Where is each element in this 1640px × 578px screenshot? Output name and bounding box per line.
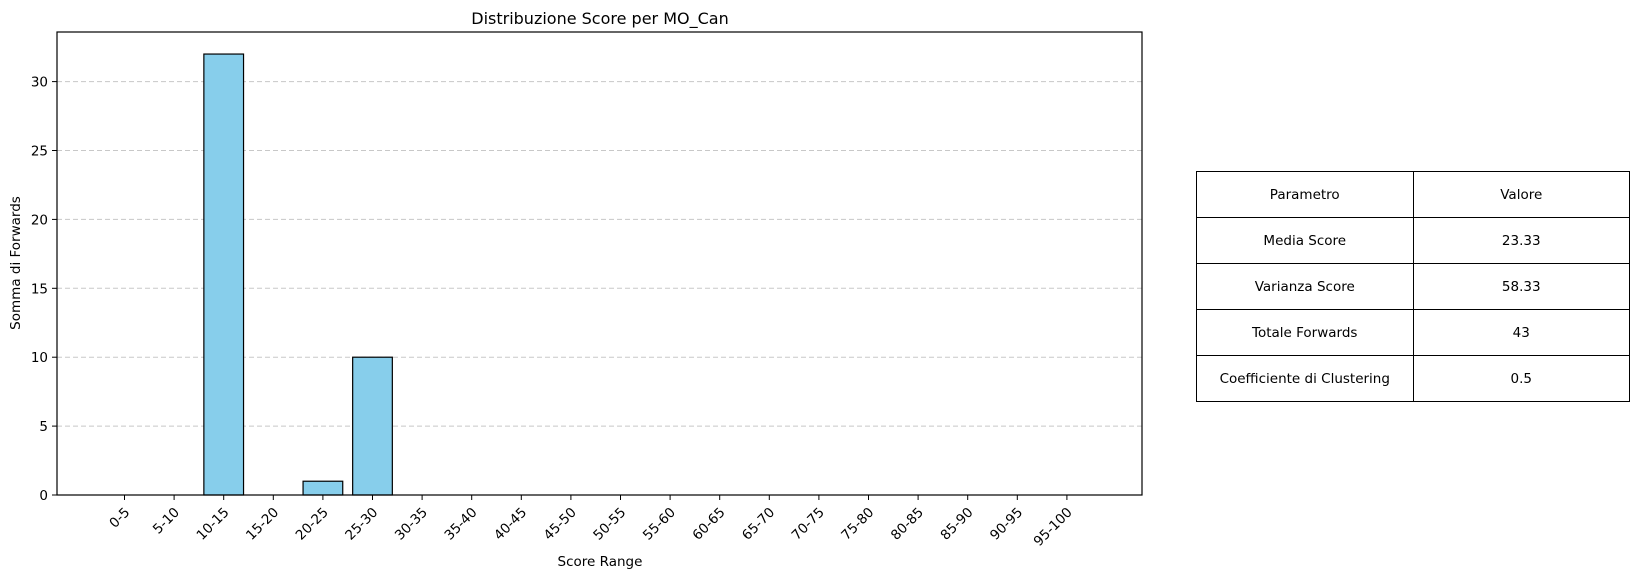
x-tick-label: 65-70: [739, 505, 778, 544]
x-tick-label: 55-60: [640, 505, 679, 544]
table-header-row: Parametro Valore: [1196, 171, 1630, 218]
x-tick-label: 75-80: [838, 505, 877, 544]
x-tick-label: 40-45: [491, 505, 530, 544]
x-tick-label: 45-50: [541, 505, 580, 544]
y-axis: 0 5 10 15 20 25 30: [31, 75, 57, 504]
bar-chart: 0 5 10 15 20 25 30 0-5 5-10 10-15 15-20 20-25 25-30…: [8, 9, 1143, 570]
table-row: Varianza Score 58.33: [1196, 263, 1630, 310]
x-tick-label: 35-40: [441, 505, 480, 544]
bars: [203, 53, 393, 496]
table-cell: Totale Forwards: [1196, 309, 1414, 356]
bar-10-15: [203, 53, 245, 496]
y-tick-label: 20: [31, 212, 48, 228]
table-cell: 43: [1412, 309, 1630, 356]
x-axis-label: Score Range: [558, 554, 643, 570]
x-axis: 0-5 5-10 10-15 15-20 20-25 25-30 30-35 35-40 40-…: [106, 495, 1076, 550]
x-tick-label: 80-85: [888, 505, 927, 544]
header-cell-parametro: Parametro: [1196, 171, 1414, 218]
y-axis-label: Somma di Forwards: [8, 196, 24, 330]
x-tick-label: 85-90: [937, 505, 976, 544]
y-tick-label: 10: [31, 350, 48, 366]
x-tick-label: 50-55: [590, 505, 629, 544]
stats-table: Parametro Valore Media Score 23.33 Varia…: [1196, 171, 1630, 402]
table-row: Coefficiente di Clustering 0.5: [1196, 355, 1630, 402]
bar-25-30: [352, 356, 393, 496]
table-cell: Varianza Score: [1196, 263, 1414, 310]
x-tick-label: 30-35: [392, 505, 431, 544]
table-row: Media Score 23.33: [1196, 217, 1630, 264]
x-tick-label: 0-5: [106, 505, 133, 532]
table-cell: 23.33: [1412, 217, 1630, 264]
y-tick-label: 5: [39, 419, 48, 435]
x-tick-label: 90-95: [987, 505, 1026, 544]
table-cell: Coefficiente di Clustering: [1196, 355, 1414, 402]
plot-frame: [56, 31, 1143, 496]
x-tick-label: 10-15: [193, 505, 232, 544]
x-tick-label: 95-100: [1031, 505, 1076, 550]
bar-20-25: [302, 480, 344, 496]
y-tick-label: 0: [39, 488, 48, 504]
x-tick-label: 20-25: [293, 505, 332, 544]
y-tick-label: 15: [31, 281, 48, 297]
x-tick-label: 70-75: [789, 505, 828, 544]
header-cell-valore: Valore: [1412, 171, 1630, 218]
table-cell: 0.5: [1412, 355, 1630, 402]
x-tick-label: 5-10: [150, 505, 183, 538]
table-row: Totale Forwards 43: [1196, 309, 1630, 356]
x-tick-label: 60-65: [689, 505, 728, 544]
x-tick-label: 15-20: [243, 505, 282, 544]
y-tick-label: 30: [31, 75, 48, 91]
y-tick-label: 25: [31, 144, 48, 160]
x-tick-label: 25-30: [342, 505, 381, 544]
table-cell: Media Score: [1196, 217, 1414, 264]
chart-title: Distribuzione Score per MO_Can: [471, 9, 728, 29]
table-cell: 58.33: [1412, 263, 1630, 310]
